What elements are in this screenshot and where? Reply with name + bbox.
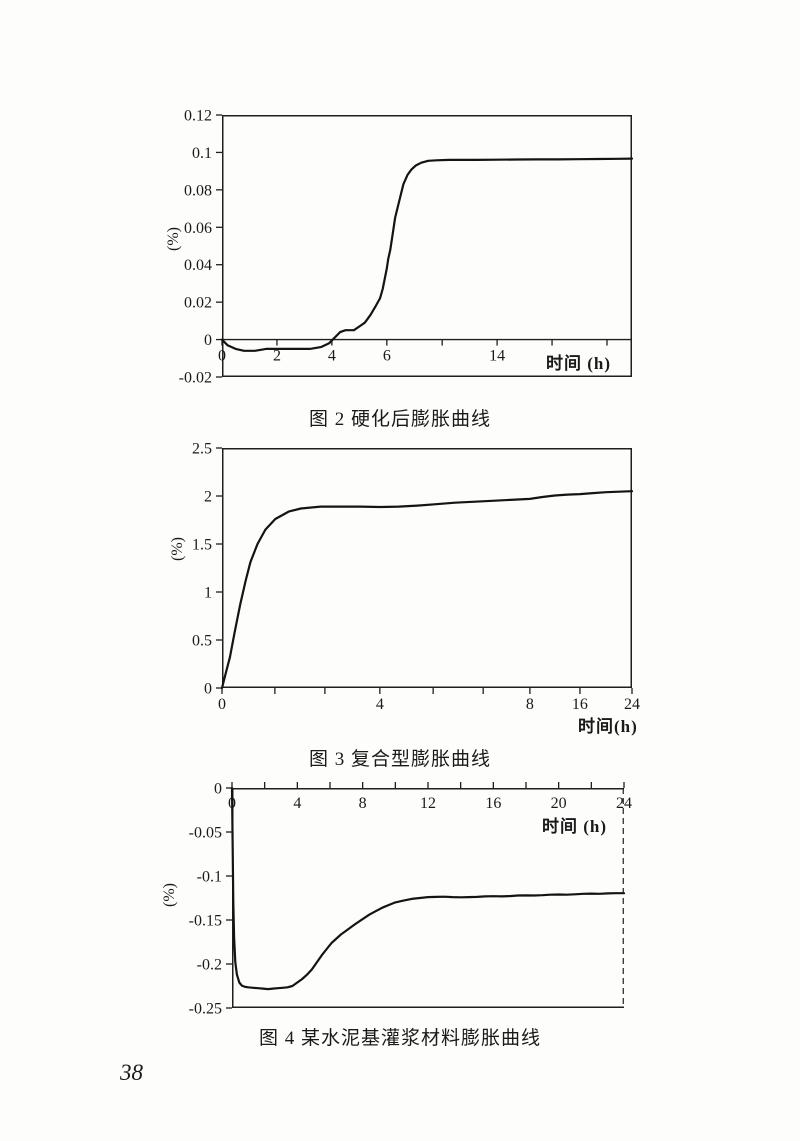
figure-3-y-axis-label: (%) <box>169 537 186 561</box>
expansion-curve <box>220 490 634 690</box>
x-tick-label: 16 <box>572 696 588 713</box>
y-tick-label: 0.1 <box>192 145 212 162</box>
x-tick-label: 4 <box>328 348 336 365</box>
page-number: 38 <box>120 1060 143 1085</box>
figure-2-caption: 图 2 硬化后膨胀曲线 <box>308 409 491 430</box>
expansion-curve <box>230 786 626 991</box>
x-tick-label: 6 <box>383 348 391 365</box>
y-tick-label: 1.5 <box>192 537 212 554</box>
figure-4-x-axis-label: 时间 (h) <box>542 817 608 836</box>
y-tick-label: 2.5 <box>192 441 212 458</box>
x-tick-label: 8 <box>359 795 367 812</box>
x-tick-label: 24 <box>624 696 640 713</box>
x-tick-label: 20 <box>551 795 567 812</box>
y-tick-label: 0.08 <box>184 182 212 199</box>
x-tick-label: 8 <box>526 696 534 713</box>
y-tick-label: -0.2 <box>197 957 222 974</box>
figure-4-y-axis-label: (%) <box>161 883 178 907</box>
y-tick-label: 0.5 <box>192 633 212 650</box>
y-tick-label: 2 <box>204 489 212 506</box>
figure-2-chart-canvas: 0 2 4 6 14 0.12 0.1 0.08 0.06 0.04 0.02 0 -0.02 <box>179 108 634 387</box>
x-tick-label: 0 <box>218 348 226 365</box>
y-tick-label: 0.04 <box>184 257 212 274</box>
y-tick-label: -0.15 <box>189 913 222 930</box>
y-tick-label: 0.12 <box>184 108 212 125</box>
figure-4-chart-canvas: 0 4 8 12 16 20 240-0.05-0.1-0.15-0.2-0.25 <box>189 781 632 1018</box>
figure-3-caption: 图 3 复合型膨胀曲线 <box>308 749 491 770</box>
expansion-curve <box>220 157 634 352</box>
y-tick-label: 0.02 <box>184 295 212 312</box>
figure-3-plot-area: 0 4 8 16 24 2.5 2 1.5 1 0.5 0 <box>192 441 640 714</box>
x-tick-label: 0 <box>218 696 226 713</box>
x-tick-label: 2 <box>273 348 281 365</box>
figure-2-plot-area: 0 2 4 6 14 0.12 0.1 0.08 0.06 0.04 0.02 0 -0.02 <box>179 108 634 387</box>
y-tick-label: 0.06 <box>184 220 212 237</box>
figure-2-y-axis-label: (%) <box>165 227 182 251</box>
y-tick-label: 0 <box>204 332 212 349</box>
plot-border <box>222 115 632 377</box>
x-tick-label: 16 <box>485 795 501 812</box>
y-tick-label: -0.05 <box>189 825 222 842</box>
x-tick-label: 4 <box>293 795 301 812</box>
y-tick-label: -0.1 <box>197 869 222 886</box>
x-tick-label: 4 <box>376 696 384 713</box>
x-tick-label: 24 <box>616 795 632 812</box>
plot-border <box>222 448 632 688</box>
y-tick-label: -0.02 <box>179 370 212 387</box>
y-tick-label: 0 <box>204 681 212 698</box>
y-tick-label: 0 <box>214 781 222 798</box>
figure-3-chart-canvas: 0 4 8 16 24 2.5 2 1.5 1 0.5 0 <box>192 441 640 714</box>
figure-3-x-axis-label: 时间(h) <box>578 717 638 736</box>
figure-2-x-axis-label: 时间 (h) <box>546 354 612 373</box>
x-tick-label: 14 <box>489 348 505 365</box>
y-tick-label: 1 <box>204 585 212 602</box>
x-tick-label: 12 <box>420 795 436 812</box>
figure-4-caption: 图 4 某水泥基灌浆材料膨胀曲线 <box>258 1028 541 1049</box>
y-tick-label: -0.25 <box>189 1001 222 1018</box>
figure-4-plot-area: 0 4 8 12 16 20 24 0 -0.05 -0.1 -0.15 -0.2 -0.25 <box>189 781 632 1018</box>
